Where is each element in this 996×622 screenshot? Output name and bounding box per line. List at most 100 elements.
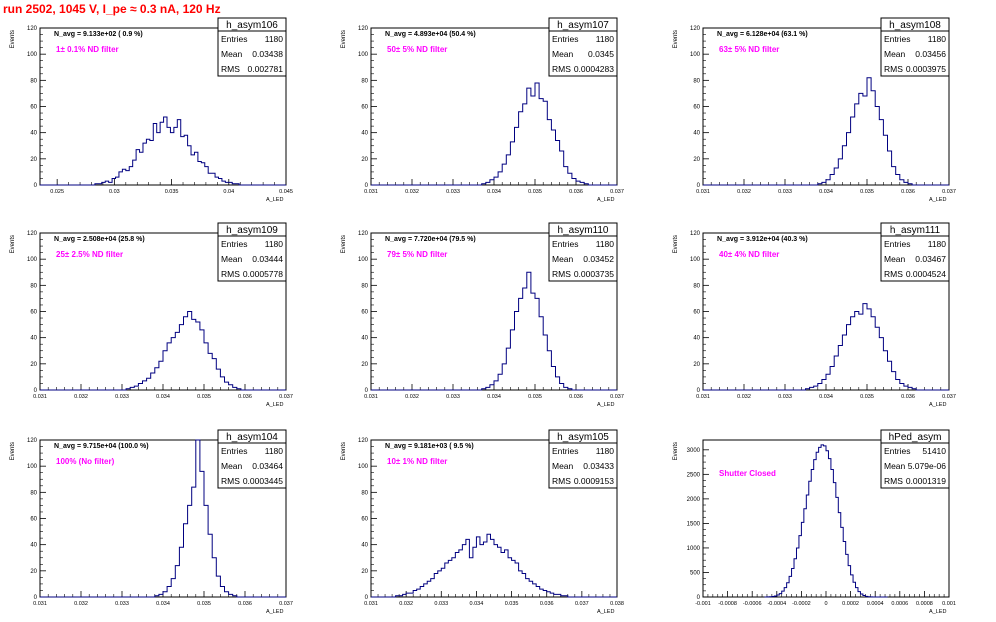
x-tick-label: 0.036 bbox=[569, 394, 583, 400]
x-tick-label: 0.031 bbox=[364, 394, 378, 400]
stats-box bbox=[548, 17, 618, 77]
y-tick-label: 80 bbox=[361, 490, 368, 496]
y-tick-label: 60 bbox=[30, 105, 37, 111]
x-axis-label: A_LED bbox=[929, 402, 946, 408]
y-tick-label: 120 bbox=[690, 231, 701, 237]
y-tick-label: 20 bbox=[30, 362, 37, 368]
stats-box bbox=[880, 429, 950, 489]
stats-entries-label: Entries bbox=[221, 446, 247, 456]
stats-box bbox=[880, 17, 950, 77]
stats-rms-value: 0.0004524 bbox=[906, 269, 946, 279]
histogram-title: h_asym104 bbox=[226, 432, 278, 443]
x-tick-label: 0.036 bbox=[238, 601, 252, 607]
y-tick-label: 20 bbox=[361, 157, 368, 163]
y-tick-label: 60 bbox=[361, 310, 368, 316]
y-tick-label: 40 bbox=[693, 131, 700, 137]
stats-rms-label: RMS bbox=[221, 64, 240, 74]
y-tick-label: 1000 bbox=[687, 546, 701, 552]
x-tick-label: 0.032 bbox=[399, 601, 413, 607]
stats-rms-label: RMS bbox=[884, 64, 903, 74]
x-tick-label: 0.0008 bbox=[916, 601, 933, 607]
stats-entries-value: 1180 bbox=[928, 239, 947, 249]
stats-rms-value: 0.0009153 bbox=[574, 476, 614, 486]
y-tick-label: 20 bbox=[361, 569, 368, 575]
stats-rms-value: 0.0001319 bbox=[906, 476, 946, 486]
histogram-title: h_asym110 bbox=[558, 225, 609, 236]
n-avg-label: N_avg = 3.912e+04 (40.3 %) bbox=[717, 236, 808, 243]
stats-entries-value: 51410 bbox=[922, 446, 946, 456]
x-tick-label: 0.033 bbox=[115, 394, 129, 400]
y-axis-label: Events bbox=[673, 30, 679, 48]
y-tick-label: 120 bbox=[690, 26, 701, 32]
stats-mean-label: Mean bbox=[552, 49, 574, 59]
histogram-title: h_asym108 bbox=[889, 20, 941, 31]
y-tick-label: 100 bbox=[358, 52, 369, 58]
x-tick-label: 0.037 bbox=[575, 601, 589, 607]
y-tick-label: 0 bbox=[697, 595, 701, 601]
histogram-panel-h_asym106: 0 20 40 60 80 100 120 0.025 0.03 0.035 0.04 0.045 Ev… bbox=[10, 17, 293, 203]
histogram-panel-h_asym109: 0 20 40 60 80 100 120 0.031 0.032 0.033 0.034 0.035… bbox=[10, 222, 293, 408]
x-axis-label: A_LED bbox=[597, 402, 614, 408]
stats-entries-value: 1180 bbox=[265, 239, 284, 249]
y-tick-label: 0 bbox=[365, 595, 369, 601]
filter-annotation: 100% (No filter) bbox=[56, 457, 115, 466]
x-tick-label: 0.032 bbox=[74, 394, 88, 400]
x-tick-label: 0.045 bbox=[279, 189, 293, 195]
x-tick-label: -0.0002 bbox=[792, 601, 811, 607]
stats-rms-label: RMS bbox=[884, 476, 903, 486]
y-tick-label: 0 bbox=[365, 183, 369, 189]
x-tick-label: 0.033 bbox=[115, 601, 129, 607]
histogram-panel-h_asym108: 0 20 40 60 80 100 120 0.031 0.032 0.033 0.034 0.035… bbox=[673, 17, 956, 203]
x-tick-label: 0.034 bbox=[156, 394, 170, 400]
n-avg-label: N_avg = 9.181e+03 ( 9.5 %) bbox=[385, 443, 474, 450]
x-tick-label: 0.0006 bbox=[891, 601, 908, 607]
x-tick-label: 0.034 bbox=[470, 601, 484, 607]
stats-entries-label: Entries bbox=[221, 34, 247, 44]
histogram-title: h_asym111 bbox=[890, 225, 941, 236]
x-tick-label: 0.033 bbox=[446, 189, 460, 195]
x-tick-label: 0.031 bbox=[696, 189, 710, 195]
y-tick-label: 120 bbox=[358, 231, 369, 237]
x-tick-label: 0.033 bbox=[778, 189, 792, 195]
y-tick-label: 0 bbox=[34, 183, 38, 189]
x-tick-label: 0.036 bbox=[540, 601, 554, 607]
y-tick-label: 100 bbox=[690, 52, 701, 58]
x-tick-label: -0.0004 bbox=[767, 601, 786, 607]
y-axis-label: Events bbox=[341, 30, 347, 48]
histogram-title: h_asym105 bbox=[557, 432, 609, 443]
x-axis-label: A_LED bbox=[266, 197, 283, 203]
y-axis-label: Events bbox=[341, 235, 347, 253]
y-tick-label: 100 bbox=[358, 257, 369, 263]
x-tick-label: 0.0002 bbox=[842, 601, 859, 607]
stats-mean-value: 5.079e-06 bbox=[908, 461, 947, 471]
stats-mean-value: 0.03433 bbox=[583, 461, 614, 471]
stats-entries-label: Entries bbox=[884, 34, 910, 44]
stats-box bbox=[548, 222, 618, 282]
x-tick-label: 0.0004 bbox=[867, 601, 884, 607]
histogram-series-line bbox=[371, 271, 617, 391]
x-tick-label: 0.035 bbox=[860, 394, 874, 400]
x-tick-label: -0.001 bbox=[695, 601, 711, 607]
histogram-series-line bbox=[703, 303, 949, 391]
y-tick-label: 80 bbox=[361, 78, 368, 84]
histogram-series-line bbox=[40, 116, 286, 186]
stats-mean-value: 0.0345 bbox=[588, 49, 614, 59]
stats-rms-value: 0.0003735 bbox=[574, 269, 614, 279]
n-avg-label: N_avg = 2.508e+04 (25.8 %) bbox=[54, 236, 145, 243]
x-tick-label: 0.034 bbox=[487, 394, 501, 400]
stats-mean-label: Mean bbox=[221, 49, 243, 59]
y-tick-label: 100 bbox=[27, 52, 38, 58]
y-tick-label: 100 bbox=[27, 464, 38, 470]
histogram-series-line bbox=[40, 311, 286, 391]
x-tick-label: 0.025 bbox=[50, 189, 64, 195]
x-tick-label: 0.034 bbox=[156, 601, 170, 607]
x-tick-label: 0.037 bbox=[610, 189, 624, 195]
x-tick-label: 0.034 bbox=[487, 189, 501, 195]
stats-entries-value: 1180 bbox=[596, 446, 615, 456]
stats-mean-value: 0.03444 bbox=[252, 254, 283, 264]
x-tick-label: 0.031 bbox=[364, 189, 378, 195]
x-tick-label: 0.035 bbox=[528, 394, 542, 400]
stats-mean-label: Mean bbox=[552, 461, 574, 471]
stats-box bbox=[880, 222, 950, 282]
stats-entries-value: 1180 bbox=[596, 34, 615, 44]
